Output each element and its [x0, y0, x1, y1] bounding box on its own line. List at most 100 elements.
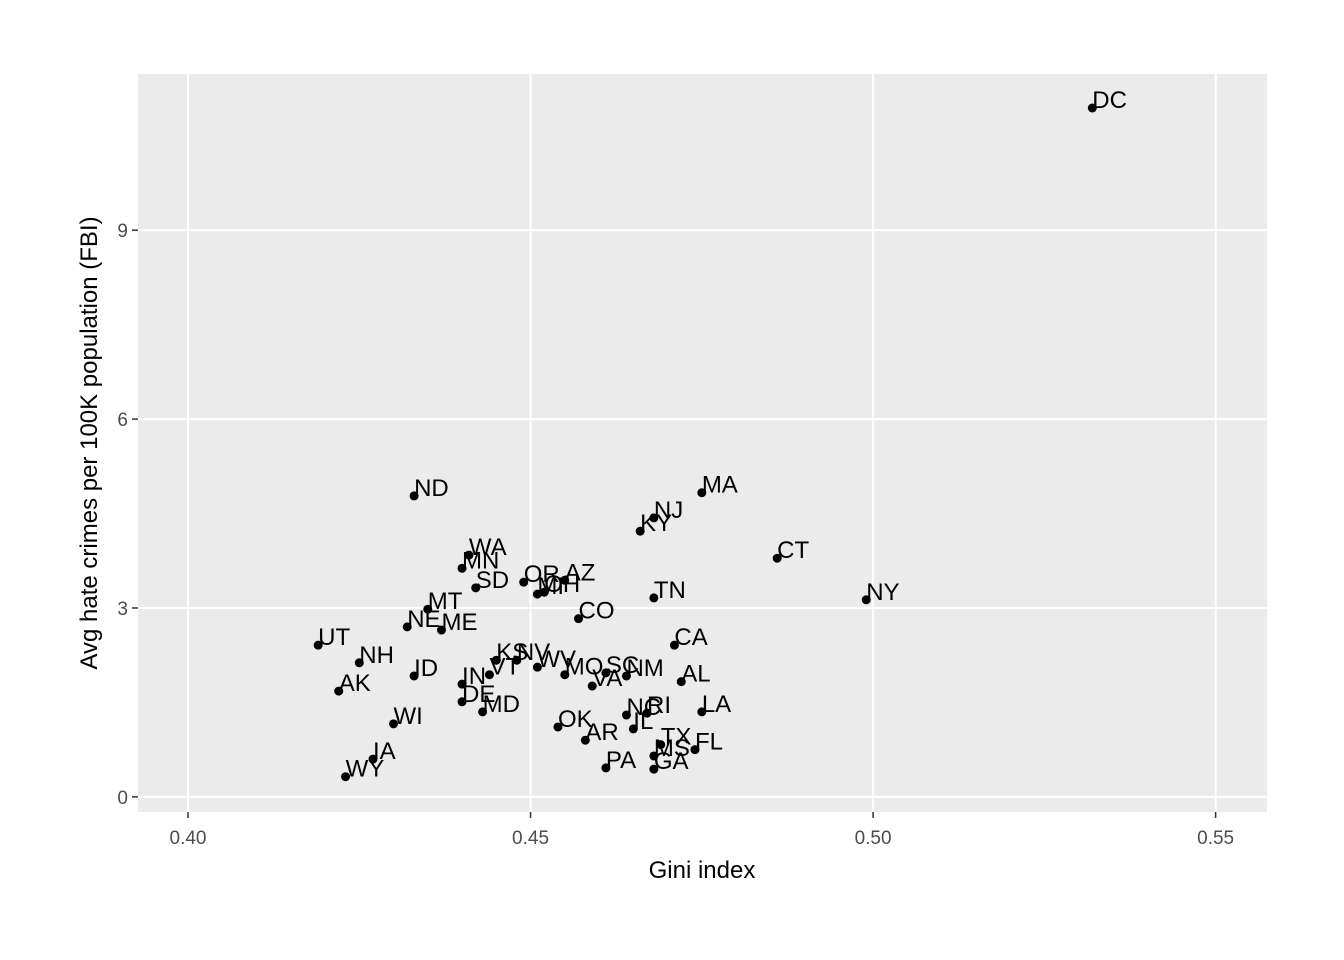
panel [138, 74, 1267, 812]
point-label: MA [702, 472, 738, 499]
point [574, 614, 584, 624]
point [621, 710, 631, 720]
point [649, 751, 659, 761]
point [621, 671, 631, 681]
point-label: MI [537, 573, 564, 600]
point-label: SD [476, 567, 509, 594]
point-label: ID [414, 655, 438, 682]
point-label: VA [592, 665, 622, 692]
point-label: OH [544, 571, 580, 598]
point-label: NM [626, 655, 663, 682]
point [532, 589, 542, 599]
point [389, 719, 399, 729]
y-tick-label: 9 [117, 221, 128, 242]
point [491, 655, 501, 665]
point [560, 670, 570, 680]
point [436, 625, 446, 635]
point-label: TN [654, 577, 686, 604]
point-label: IA [373, 738, 396, 765]
point-label: AK [339, 670, 371, 697]
point-label: OK [558, 706, 593, 733]
x-tick-label: 0.55 [1197, 828, 1234, 849]
point-label: NE [407, 606, 440, 633]
point [464, 550, 474, 560]
point [772, 553, 782, 563]
y-tick-label: 3 [117, 599, 128, 620]
point [1087, 103, 1097, 113]
point-label: LA [702, 691, 731, 718]
point [649, 513, 659, 523]
point [341, 772, 351, 782]
point [649, 593, 659, 603]
point-label: SC [606, 652, 639, 679]
point-label: WA [469, 534, 507, 561]
point-label: ME [441, 609, 477, 636]
point-label: NV [517, 639, 550, 666]
point-label: DE [462, 681, 495, 708]
point-label: WY [346, 756, 385, 783]
y-tick-label: 6 [117, 410, 128, 431]
point [861, 595, 871, 605]
point [457, 679, 467, 689]
point [368, 754, 378, 764]
point [642, 708, 652, 718]
point-label: RI [647, 692, 671, 719]
point [601, 668, 611, 678]
point [313, 640, 323, 650]
point [669, 640, 679, 650]
point [649, 764, 659, 774]
point-label: CO [579, 598, 615, 625]
point-label: NH [359, 642, 394, 669]
point [628, 724, 638, 734]
point [690, 745, 700, 755]
point [457, 697, 467, 707]
point [580, 735, 590, 745]
point-label: WV [537, 646, 576, 673]
point [512, 655, 522, 665]
point [697, 707, 707, 717]
point-label: AL [681, 661, 710, 688]
y-tick-label: 0 [117, 788, 128, 809]
point [354, 658, 364, 668]
point [553, 722, 563, 732]
point-label: ND [414, 475, 449, 502]
point-label: GA [654, 748, 689, 775]
point-label: TX [661, 724, 692, 751]
point-label: OR [524, 561, 560, 588]
point [334, 686, 344, 696]
x-tick-label: 0.40 [170, 828, 207, 849]
y-axis-title: Avg hate crimes per 100K population (FBI… [76, 216, 103, 669]
point-label: AZ [565, 559, 596, 586]
point [656, 740, 666, 750]
point-label: NC [626, 694, 661, 721]
point-label: NY [866, 579, 899, 606]
point [587, 681, 597, 691]
point [539, 587, 549, 597]
point-label: IN [462, 663, 486, 690]
point [560, 575, 570, 585]
point-label: KY [640, 510, 672, 537]
point-label: MD [483, 691, 520, 718]
point-label: FL [695, 729, 723, 756]
point-label: CT [777, 537, 809, 564]
point [478, 707, 488, 717]
point [457, 563, 467, 573]
x-axis-title: Gini index [649, 857, 756, 884]
point [532, 662, 542, 672]
point-label: CA [674, 624, 707, 651]
point-label: IL [633, 708, 653, 735]
point-label: PA [606, 747, 636, 774]
point [519, 577, 529, 587]
point [402, 622, 412, 632]
point [409, 491, 419, 501]
point-label: WI [394, 703, 423, 730]
point [676, 677, 686, 687]
point [423, 604, 433, 614]
point [635, 526, 645, 536]
point-label: AR [585, 719, 618, 746]
point-label: DC [1092, 87, 1127, 114]
point [484, 670, 494, 680]
point [471, 583, 481, 593]
point [409, 671, 419, 681]
